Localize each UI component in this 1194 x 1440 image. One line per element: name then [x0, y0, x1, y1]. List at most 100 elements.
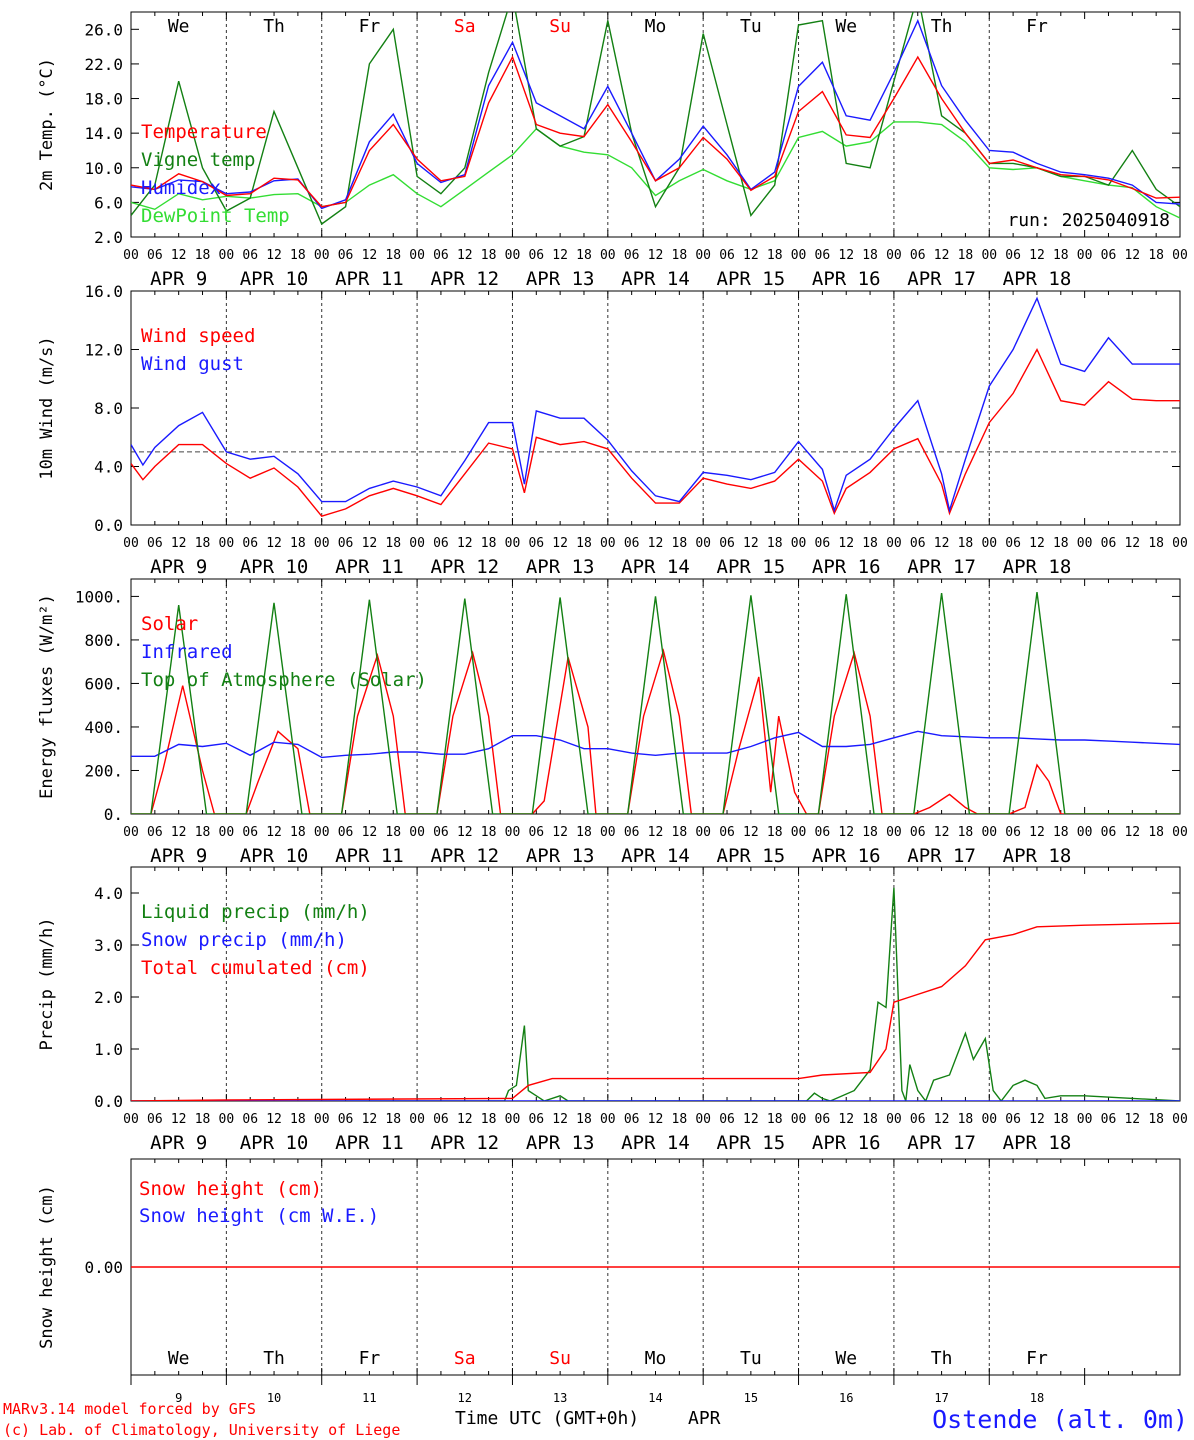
hour-label: 12: [457, 248, 473, 263]
hour-label: 00: [409, 536, 425, 551]
weekday-label: Fr: [359, 1348, 381, 1369]
snow-panel: 0.00 Snow height (cm) Snow height (cm) Snow…: [37, 1158, 1181, 1376]
y-tick-label: 3.0: [94, 936, 123, 955]
date-label: APR 18: [1003, 845, 1072, 867]
hour-label: 18: [958, 825, 974, 840]
hour-label: 12: [934, 1112, 950, 1127]
hour-label: 06: [1005, 536, 1021, 551]
hour-label: 12: [648, 248, 664, 263]
hour-label: 18: [385, 536, 401, 551]
hour-label: 00: [219, 536, 235, 551]
hour-label: 06: [242, 248, 258, 263]
hour-label: 12: [362, 1112, 378, 1127]
hour-label: 12: [743, 1112, 759, 1127]
y-axis-label: 10m Wind (m/s): [37, 336, 57, 479]
y-tick-label: 0.: [104, 805, 123, 824]
hour-label: 18: [862, 825, 878, 840]
hour-label: 18: [672, 536, 688, 551]
hour-label: 00: [1077, 825, 1093, 840]
hour-label: 12: [838, 248, 854, 263]
date-label: APR 17: [907, 845, 976, 867]
hour-label: 12: [838, 825, 854, 840]
hour-label: 06: [910, 1112, 926, 1127]
hour-label: 12: [362, 536, 378, 551]
hour-label: 12: [838, 536, 854, 551]
energy-panel: 0. 200. 400. 600. 800. 1000. Energy fluxes (W/…: [37, 578, 1188, 867]
series-line: [131, 296, 1180, 514]
hour-label: 00: [695, 536, 711, 551]
series-line: [131, 592, 1180, 814]
weekday-label: Tu: [740, 1348, 762, 1369]
hour-label: 06: [528, 825, 544, 840]
hour-label: 00: [886, 825, 902, 840]
hour-label: 00: [314, 248, 330, 263]
series-line: [131, 648, 1180, 814]
hour-label: 06: [433, 825, 449, 840]
hour-label: 00: [123, 825, 139, 840]
hour-label: 18: [576, 1112, 592, 1127]
y-tick-label: 18.0: [84, 90, 123, 109]
weekday-label: Th: [931, 1348, 953, 1369]
hour-label: 00: [409, 825, 425, 840]
hour-label: 12: [934, 536, 950, 551]
date-label: APR 14: [621, 268, 690, 290]
date-label: APR 15: [717, 1132, 786, 1154]
hour-label: 18: [290, 536, 306, 551]
date-label: APR 17: [907, 268, 976, 290]
hour-label: 12: [743, 825, 759, 840]
weekday-label: Su: [549, 16, 571, 37]
hour-label: 12: [266, 825, 282, 840]
weekday-label: We: [835, 1348, 857, 1369]
hour-label: 12: [171, 248, 187, 263]
hour-label: 18: [576, 825, 592, 840]
hour-label: 06: [147, 825, 163, 840]
hour-label: 18: [1148, 248, 1164, 263]
hour-label: 18: [767, 825, 783, 840]
hour-label: 00: [314, 536, 330, 551]
hour-label: 06: [1101, 1112, 1117, 1127]
hour-label: 18: [862, 248, 878, 263]
hour-label: 12: [171, 536, 187, 551]
day-number-label: 11: [362, 1391, 376, 1405]
y-tick-label: 6.0: [94, 193, 123, 212]
hour-label: 00: [600, 536, 616, 551]
hour-label: 12: [552, 536, 568, 551]
hour-label: 18: [1053, 248, 1069, 263]
series-line: [131, 121, 1180, 219]
day-number-label: 9: [175, 1391, 182, 1405]
hour-label: 06: [528, 248, 544, 263]
plot-frame: [130, 578, 1181, 815]
hour-label: 18: [958, 1112, 974, 1127]
station-label: Ostende (alt. 0m): [932, 1405, 1188, 1434]
hour-label: 06: [242, 825, 258, 840]
hour-label: 18: [672, 825, 688, 840]
hour-label: 00: [791, 1112, 807, 1127]
date-label: APR 16: [812, 845, 881, 867]
legend-entry: Temperature: [141, 121, 267, 143]
y-tick-label: 4.0: [94, 458, 123, 477]
hour-label: 12: [552, 248, 568, 263]
hour-label: 18: [672, 248, 688, 263]
legend-entry: Infrared: [141, 641, 233, 663]
weekday-label: Mo: [645, 1348, 667, 1369]
hour-label: 12: [266, 248, 282, 263]
y-tick-label: 16.0: [84, 282, 123, 301]
weekday-label: Sa: [454, 1348, 476, 1369]
hour-label: 18: [862, 536, 878, 551]
hour-label: 06: [815, 825, 831, 840]
weekday-label: Sa: [454, 16, 476, 37]
hour-label: 18: [1148, 825, 1164, 840]
hour-label: 00: [695, 1112, 711, 1127]
date-label: APR 14: [621, 845, 690, 867]
hour-label: 00: [791, 536, 807, 551]
wind-panel: 0.0 4.0 8.0 12.0 16.0 10m Wind (m/s) Wind spee…: [37, 282, 1188, 578]
date-label: APR 17: [907, 1132, 976, 1154]
hour-label: 00: [1172, 536, 1188, 551]
hour-label: 18: [481, 825, 497, 840]
hour-label: 00: [123, 248, 139, 263]
hour-label: 18: [290, 825, 306, 840]
plot-frame: [130, 290, 1181, 526]
run-label: run: 2025040918: [1007, 210, 1170, 231]
hour-label: 12: [457, 536, 473, 551]
date-label: APR 15: [717, 268, 786, 290]
